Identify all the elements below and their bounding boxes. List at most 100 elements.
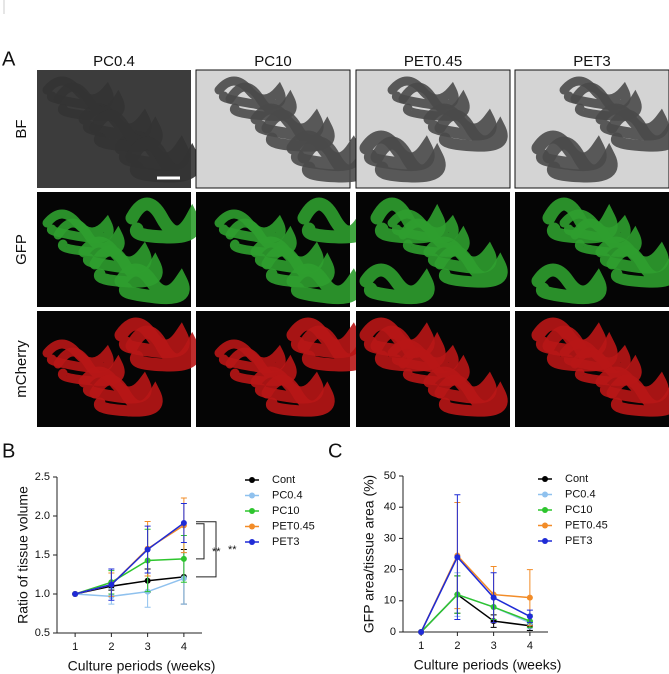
micrograph xyxy=(37,192,201,307)
y-tick-label: 0 xyxy=(390,626,396,638)
y-axis-label: Ratio of tissue volume xyxy=(15,486,31,624)
tissue xyxy=(261,245,335,288)
bracket xyxy=(196,523,205,560)
micrograph xyxy=(356,311,510,427)
panel-label: A xyxy=(2,48,16,70)
y-tick-label: 1.5 xyxy=(35,549,50,561)
tissue xyxy=(261,109,335,152)
point xyxy=(144,546,151,553)
legend-marker xyxy=(249,492,255,499)
x-tick-label: 2 xyxy=(454,640,460,652)
tissue xyxy=(53,82,125,121)
tissue xyxy=(542,136,618,183)
tissue xyxy=(398,82,470,121)
legend-marker xyxy=(542,538,548,544)
tissue xyxy=(225,218,297,257)
tissue xyxy=(53,347,125,386)
tissue xyxy=(542,325,618,372)
tissue xyxy=(89,245,163,288)
series-line xyxy=(75,577,185,598)
tissue xyxy=(125,136,201,183)
tissue xyxy=(42,339,114,373)
y-tick-label: 0.5 xyxy=(35,627,50,639)
column-header: PET3 xyxy=(573,53,611,70)
micrograph xyxy=(514,69,669,189)
point xyxy=(454,554,461,561)
y-tick-label: 1.0 xyxy=(35,588,50,600)
x-tick-label: 4 xyxy=(527,640,533,652)
micrograph xyxy=(515,311,669,427)
tissue xyxy=(370,325,446,372)
series-line xyxy=(74,576,184,595)
tissue xyxy=(606,374,669,417)
legend-marker xyxy=(542,507,548,513)
tissue xyxy=(359,317,435,359)
tissue xyxy=(89,374,163,417)
tissue xyxy=(225,82,297,121)
legend-label: PC0.4 xyxy=(272,489,303,501)
x-tick-label: 2 xyxy=(108,641,114,653)
tissue xyxy=(261,374,335,417)
legend-label: PC0.4 xyxy=(565,488,596,500)
bracket xyxy=(196,521,217,578)
panel-label: B xyxy=(2,440,15,462)
y-tick-label: 50 xyxy=(384,470,396,482)
point xyxy=(72,591,79,597)
significance: ** xyxy=(212,546,221,558)
legend-label: Cont xyxy=(565,473,588,485)
row-label: GFP xyxy=(13,234,30,265)
tissue xyxy=(531,263,607,305)
tissue xyxy=(559,76,631,110)
column-header: PC10 xyxy=(254,53,292,70)
x-axis-label: Culture periods (weeks) xyxy=(414,657,562,673)
legend-label: PET3 xyxy=(565,535,593,547)
x-tick-label: 3 xyxy=(145,641,151,653)
tissue xyxy=(434,109,508,152)
tissue xyxy=(114,317,190,359)
x-tick-label: 1 xyxy=(72,641,78,653)
tissue xyxy=(387,76,459,110)
column-header: PC0.4 xyxy=(93,53,135,70)
micrograph xyxy=(355,69,511,189)
micrograph xyxy=(196,192,373,307)
micrograph xyxy=(37,311,201,427)
legend-marker xyxy=(542,522,548,529)
tissue xyxy=(89,109,163,152)
tissue xyxy=(531,317,607,359)
tissue xyxy=(125,197,201,244)
tissue xyxy=(570,82,642,121)
row-label: BF xyxy=(13,119,30,138)
y-tick-label: 30 xyxy=(384,532,396,544)
panel-label: C xyxy=(328,440,342,462)
y-tick-label: 40 xyxy=(384,501,396,513)
y-axis-label: GFP area/tissue area (%) xyxy=(361,475,377,633)
tissue xyxy=(214,76,286,110)
legend-marker xyxy=(249,539,255,545)
point xyxy=(526,594,533,601)
column-header: PET0.45 xyxy=(404,53,462,70)
row-label: mCherry xyxy=(13,340,30,398)
tissue xyxy=(542,197,618,244)
y-tick-label: 2.5 xyxy=(35,471,50,483)
y-tick-label: 2.0 xyxy=(35,510,50,522)
tissue xyxy=(42,209,114,243)
micrograph xyxy=(196,311,373,427)
y-tick-label: 10 xyxy=(384,595,396,607)
series-line xyxy=(420,554,530,633)
legend-label: PET0.45 xyxy=(565,519,608,531)
tissue xyxy=(606,109,669,152)
chart: 0.5 1.0 1.5 2.0 2.5 1 2 3 4 Ratio of tissue volum… xyxy=(15,471,315,674)
significance: ** xyxy=(228,544,237,556)
x-tick-label: 3 xyxy=(491,640,497,652)
legend-label: Cont xyxy=(272,474,295,486)
tissue xyxy=(434,374,508,417)
micrographs: PC0.4 PC10 PET0.45 PET3 BF GFP mCherry xyxy=(13,53,669,427)
series-line xyxy=(74,558,184,595)
legend-marker xyxy=(249,477,255,483)
point xyxy=(418,629,425,635)
legend-label: PC10 xyxy=(272,505,300,517)
micrograph xyxy=(195,69,373,189)
tissue xyxy=(125,325,201,372)
legend-label: PC10 xyxy=(565,504,593,516)
